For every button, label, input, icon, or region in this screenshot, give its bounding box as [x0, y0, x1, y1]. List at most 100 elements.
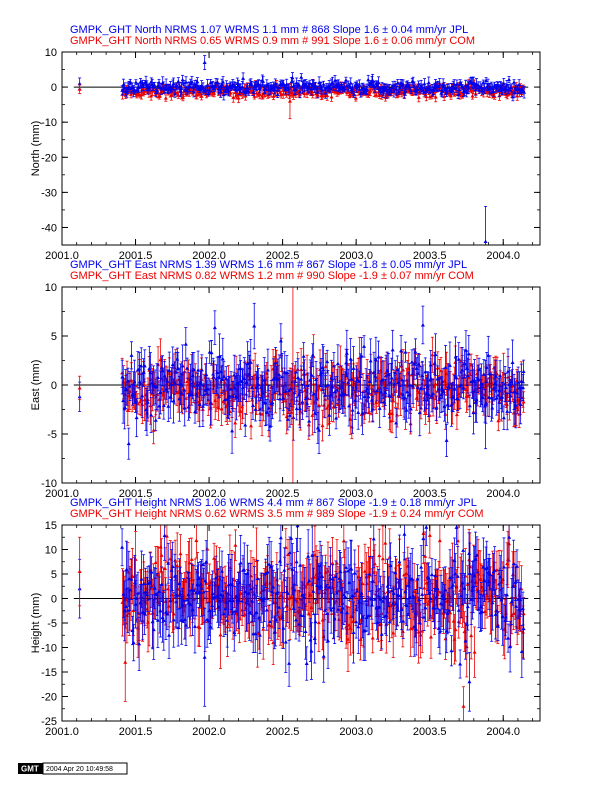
- y-tick-label: -10: [41, 643, 57, 655]
- data-point: [493, 589, 498, 640]
- data-point: [187, 577, 192, 629]
- data-point: [126, 367, 131, 395]
- data-point: [429, 558, 434, 592]
- data-point: [217, 383, 222, 410]
- data-point: [334, 406, 339, 430]
- y-tick-label: -10: [41, 478, 57, 490]
- data-point: [371, 525, 376, 568]
- data-point: [278, 525, 283, 566]
- data-point: [405, 598, 410, 631]
- data-point: [77, 84, 82, 94]
- data-point: [503, 373, 508, 403]
- data-point: [338, 380, 343, 410]
- data-point: [455, 386, 460, 411]
- legend-jpl: GMPK_GHT Height NRMS 1.06 WRMS 4.4 mm # …: [70, 497, 477, 509]
- data-point: [454, 525, 459, 545]
- data-point: [139, 347, 144, 385]
- data-point: [206, 377, 211, 401]
- data-point: [466, 82, 471, 95]
- data-point: [412, 596, 417, 657]
- data-point: [292, 567, 297, 613]
- data-point: [137, 616, 142, 671]
- data-point: [501, 405, 506, 430]
- y-tick-label: 0: [51, 594, 57, 606]
- y-tick-label: -20: [41, 152, 57, 164]
- outlier-point: [461, 686, 466, 721]
- legend-com: GMPK_GHT East NRMS 0.82 WRMS 1.2 mm # 99…: [70, 270, 474, 282]
- y-tick-label: 5: [51, 569, 57, 581]
- data-point: [282, 547, 287, 594]
- data-point: [167, 611, 172, 659]
- x-tick-label: 2002.0: [192, 250, 226, 262]
- data-point: [183, 327, 188, 362]
- data-point: [519, 624, 524, 678]
- data-point: [447, 341, 452, 390]
- data-point: [166, 542, 171, 584]
- data-point: [120, 528, 125, 567]
- data-point: [350, 386, 355, 434]
- data-point: [221, 76, 226, 88]
- data-point: [304, 646, 309, 681]
- data-point: [121, 377, 126, 424]
- data-point: [317, 406, 322, 454]
- data-point: [476, 357, 481, 382]
- data-point: [277, 354, 282, 395]
- data-point: [326, 612, 331, 669]
- data-point: [257, 616, 262, 654]
- data-point: [267, 536, 272, 592]
- data-point: [482, 559, 487, 602]
- data-point: [233, 529, 238, 561]
- data-point: [504, 567, 509, 623]
- data-point: [416, 353, 421, 376]
- y-tick-label: 15: [45, 520, 57, 532]
- x-tick-label: 2001.5: [119, 488, 153, 500]
- data-point: [161, 391, 166, 420]
- data-point: [238, 534, 243, 591]
- data-point: [443, 344, 448, 390]
- plot-area: [73, 525, 529, 721]
- data-point: [325, 370, 330, 400]
- data-point: [373, 336, 378, 383]
- data-point: [294, 396, 299, 421]
- data-point: [303, 603, 308, 660]
- data-point: [379, 619, 384, 650]
- data-point: [368, 338, 373, 384]
- legend-jpl: GMPK_GHT East NRMS 1.39 WRMS 1.6 mm # 86…: [70, 259, 467, 271]
- data-point: [163, 547, 168, 590]
- data-point: [346, 80, 351, 92]
- data-point: [369, 590, 374, 620]
- data-point: [457, 83, 462, 95]
- data-point: [275, 90, 280, 98]
- data-point: [443, 566, 448, 614]
- data-point: [312, 393, 317, 433]
- data-point: [218, 566, 223, 623]
- data-point: [293, 600, 298, 640]
- data-point: [521, 391, 526, 413]
- gmt-logo-text: GMT: [21, 765, 39, 774]
- data-point: [124, 540, 129, 599]
- data-point: [174, 82, 179, 90]
- x-tick-label: 2004.0: [486, 488, 520, 500]
- data-point: [126, 427, 131, 460]
- data-point: [275, 568, 280, 616]
- data-point: [249, 412, 254, 440]
- y-tick-label: -40: [41, 222, 57, 234]
- data-point: [424, 525, 429, 546]
- data-point: [506, 348, 511, 395]
- data-point: [396, 88, 401, 95]
- data-point: [431, 378, 436, 409]
- data-point: [458, 556, 463, 625]
- outlier-point: [202, 55, 207, 70]
- series-jpl: [120, 72, 527, 102]
- data-point: [453, 336, 458, 378]
- data-point: [252, 302, 257, 350]
- data-point: [484, 540, 489, 595]
- data-point: [265, 544, 270, 601]
- data-point: [458, 649, 463, 679]
- data-point: [388, 542, 393, 589]
- y-axis-label: North (mm): [30, 121, 42, 177]
- outlier-point: [287, 83, 292, 120]
- data-point: [281, 607, 286, 649]
- data-point: [172, 89, 177, 98]
- outlier-point: [202, 607, 207, 707]
